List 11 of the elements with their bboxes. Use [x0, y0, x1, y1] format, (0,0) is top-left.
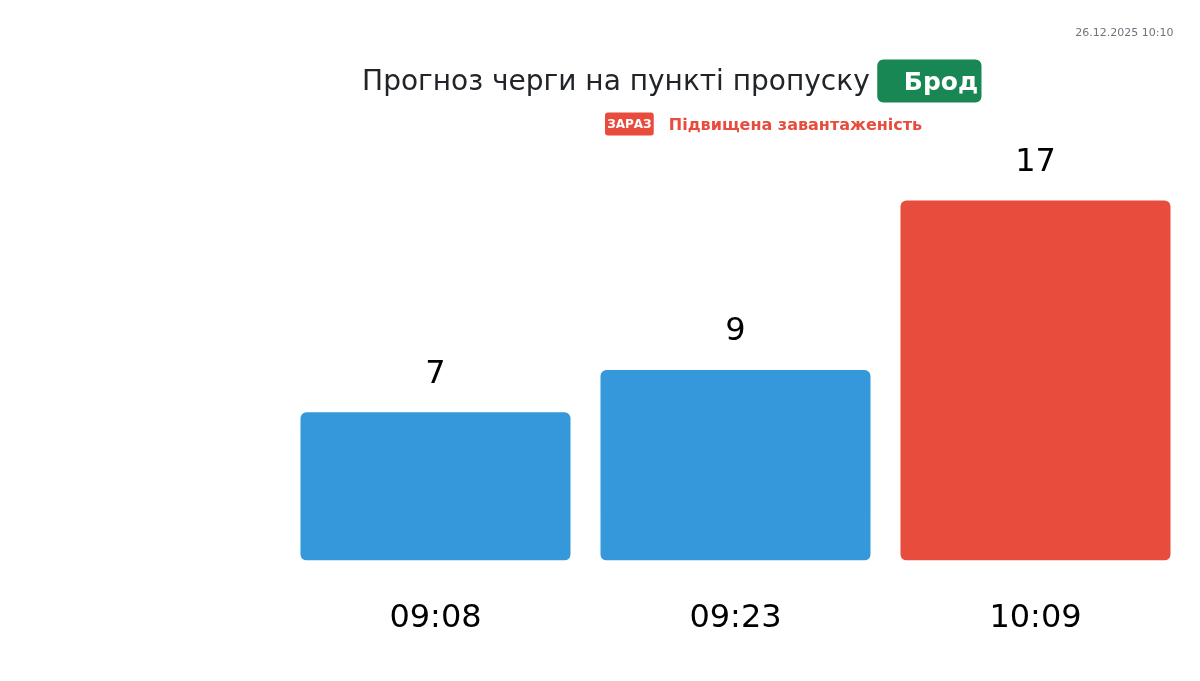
text: ЗАРАЗ: [607, 117, 652, 131]
x-tick-label: 09:23: [689, 596, 782, 635]
data-label: 7: [425, 352, 446, 391]
chart-subtitle: Підвищена завантаженість: [668, 115, 923, 134]
text: 26.12.2025 10:10: [1075, 26, 1174, 39]
x-tick-label: 09:08: [389, 596, 482, 635]
x-tick-label: 10:09: [989, 596, 1082, 635]
data-label: 17: [1015, 141, 1056, 179]
text: Брод: [903, 67, 979, 96]
chart-title: Прогноз черги на пункті пропуску: [362, 64, 870, 97]
data-label: 9: [725, 310, 746, 349]
